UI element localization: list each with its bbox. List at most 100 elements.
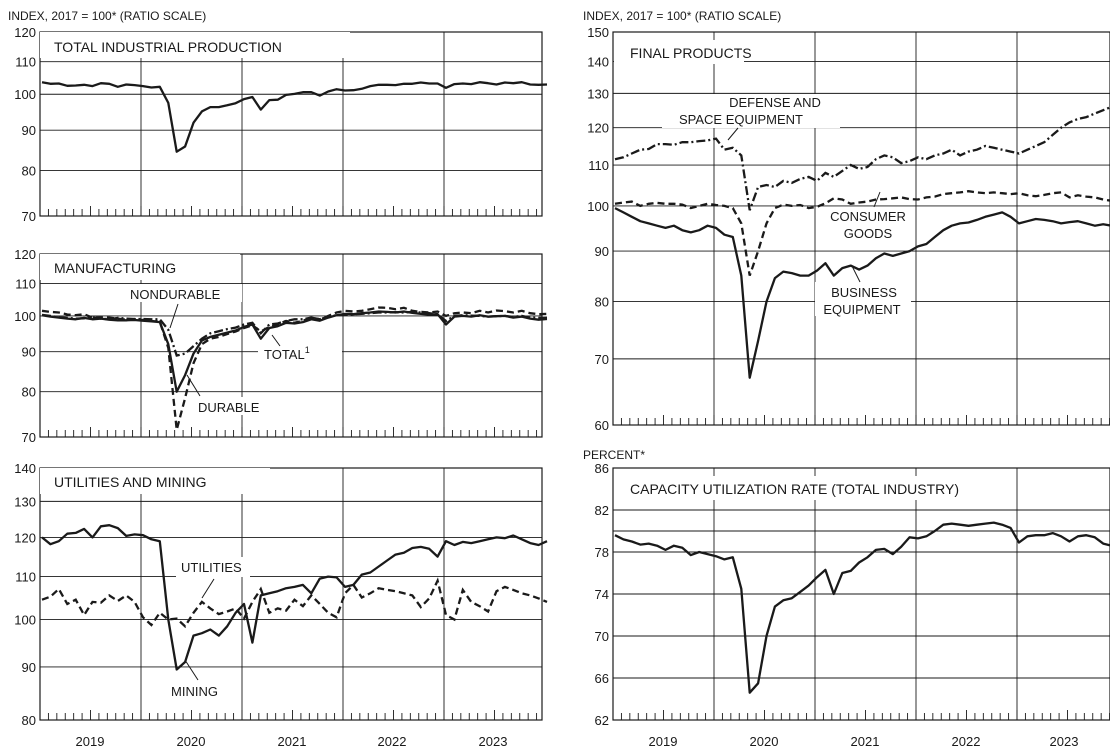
util-title: UTILITIES AND MINING bbox=[54, 474, 206, 490]
nondurable-label-bg bbox=[122, 284, 242, 302]
right-top-unit-label: INDEX, 2017 = 100* (RATIO SCALE) bbox=[583, 9, 781, 23]
left-top-unit-label: INDEX, 2017 = 100* (RATIO SCALE) bbox=[8, 9, 206, 23]
final-title: FINAL PRODUCTS bbox=[630, 45, 752, 61]
year-label: 2023 bbox=[1050, 734, 1079, 749]
y-tick-label: 140 bbox=[587, 55, 609, 70]
durable-leader bbox=[186, 374, 201, 397]
utilities-label-bg bbox=[176, 557, 250, 577]
year-label: 2023 bbox=[479, 734, 508, 749]
nondurable-leader bbox=[169, 303, 179, 329]
panel-final-products: 60 70 80 90 100 110 120 130 140 150 INDEX, 2017 =… bbox=[583, 9, 1110, 433]
y-tick-label: 130 bbox=[14, 494, 36, 509]
durable-label: DURABLE bbox=[198, 400, 260, 415]
plot-frame bbox=[39, 253, 543, 438]
y-tick-label: 78 bbox=[595, 545, 609, 560]
tip-series-line bbox=[41, 81, 548, 153]
utilities-leader bbox=[201, 578, 215, 599]
utilities-label: UTILITIES bbox=[181, 560, 242, 575]
consumer-label-line2: GOODS bbox=[844, 226, 893, 241]
y-tick-label: 110 bbox=[15, 570, 36, 585]
plot-frame bbox=[612, 31, 1110, 426]
mfg-plot-area bbox=[41, 306, 548, 431]
year-label: 2022 bbox=[952, 734, 981, 749]
mfg-title-bg bbox=[40, 254, 240, 280]
year-label: 2019 bbox=[76, 734, 105, 749]
y-tick-label: 60 bbox=[595, 418, 609, 433]
year-label: 2022 bbox=[378, 734, 407, 749]
defense-label-line2: SPACE EQUIPMENT bbox=[679, 112, 803, 127]
nondurable-label: NONDURABLE bbox=[130, 287, 221, 302]
total-series-line bbox=[41, 310, 548, 393]
y-tick-label: 80 bbox=[595, 295, 609, 310]
cap-title-bg bbox=[625, 476, 1001, 500]
business-label-line2: EQUIPMENT bbox=[823, 302, 900, 317]
y-tick-label: 130 bbox=[587, 86, 609, 101]
y-tick-label: 120 bbox=[587, 121, 609, 136]
y-tick-label: 66 bbox=[595, 671, 609, 686]
y-tick-label: 140 bbox=[14, 461, 36, 476]
y-tick-label: 120 bbox=[14, 25, 36, 40]
tip-title: TOTAL INDUSTRIAL PRODUCTION bbox=[54, 39, 282, 55]
percent-unit-label: PERCENT* bbox=[583, 448, 645, 462]
tip-plot-area bbox=[41, 81, 548, 153]
cap-title: CAPACITY UTILIZATION RATE (TOTAL INDUSTR… bbox=[630, 481, 959, 497]
year-label: 2021 bbox=[278, 734, 307, 749]
year-label: 2020 bbox=[750, 734, 779, 749]
year-label: 2020 bbox=[177, 734, 206, 749]
right-x-axis-years: 2019 2020 2021 2022 2023 bbox=[649, 734, 1079, 749]
business-equipment-series-line bbox=[614, 207, 1110, 379]
y-tick-label: 80 bbox=[22, 385, 36, 400]
total-leader bbox=[271, 334, 281, 347]
business-label-bg bbox=[815, 282, 911, 316]
consumer-label-line1: CONSUMER bbox=[830, 209, 906, 224]
left-x-axis-years: 2019 2020 2021 2022 2023 bbox=[76, 734, 508, 749]
y-tick-label: 74 bbox=[595, 587, 609, 602]
mining-label: MINING bbox=[171, 684, 218, 699]
consumer-leader bbox=[873, 191, 881, 208]
util-plot-area bbox=[41, 524, 548, 671]
nondurable-series-line bbox=[41, 310, 548, 357]
y-tick-label: 110 bbox=[15, 277, 36, 292]
y-tick-label: 70 bbox=[22, 209, 36, 224]
mfg-y-axis: 70 80 90 100 110 120 bbox=[14, 247, 543, 445]
y-tick-label: 150 bbox=[587, 25, 609, 40]
panel-utilities-and-mining: 80 90 100 110 120 130 140 UTILITIES AND MINING… bbox=[14, 461, 548, 749]
y-tick-label: 90 bbox=[22, 660, 36, 675]
y-tick-label: 90 bbox=[22, 123, 36, 138]
panel-total-industrial-production: 70 80 90 100 110 120 INDEX, 2017 = 100* (RATI… bbox=[8, 9, 548, 224]
mfg-title: MANUFACTURING bbox=[54, 260, 176, 276]
panel-capacity-utilization: 62 66 70 74 78 82 86 PERCENT* CAPACITY UTILIZA… bbox=[583, 448, 1110, 749]
y-tick-label: 100 bbox=[14, 309, 36, 324]
final-title-bg bbox=[614, 40, 744, 64]
cap-series-line bbox=[614, 521, 1110, 694]
consumer-goods-series-line bbox=[614, 190, 1110, 276]
y-tick-label: 82 bbox=[595, 503, 609, 518]
durable-series-line bbox=[41, 306, 548, 431]
year-label: 2021 bbox=[851, 734, 880, 749]
defense-label-line1: DEFENSE AND bbox=[729, 95, 821, 110]
y-tick-label: 110 bbox=[15, 55, 36, 70]
y-tick-label: 100 bbox=[14, 613, 36, 628]
y-tick-label: 80 bbox=[22, 713, 36, 728]
y-tick-label: 70 bbox=[595, 352, 609, 367]
y-tick-label: 86 bbox=[595, 461, 609, 476]
tip-y-axis: 70 80 90 100 110 120 bbox=[14, 25, 543, 224]
durable-label-bg bbox=[195, 397, 255, 415]
y-tick-label: 120 bbox=[14, 247, 36, 262]
y-tick-label: 70 bbox=[22, 430, 36, 445]
y-tick-label: 100 bbox=[587, 199, 609, 214]
tip-title-bg bbox=[40, 32, 350, 58]
total-label: TOTAL1 bbox=[264, 345, 310, 362]
util-y-axis: 80 90 100 110 120 130 140 bbox=[14, 461, 543, 728]
y-tick-label: 120 bbox=[14, 530, 36, 545]
defense-and-space-equipment-series-line bbox=[614, 106, 1110, 211]
y-tick-label: 90 bbox=[22, 345, 36, 360]
consumer-label-bg bbox=[828, 208, 910, 242]
panel-manufacturing: 70 80 90 100 110 120 MANUFACTURING NONDURABLE… bbox=[14, 247, 548, 445]
y-tick-label: 90 bbox=[595, 244, 609, 259]
final-plot-area bbox=[614, 106, 1110, 379]
plot-frame bbox=[39, 467, 543, 721]
mining-series-line bbox=[41, 524, 548, 671]
cap-y-axis: 62 66 70 74 78 82 86 bbox=[595, 461, 1110, 728]
